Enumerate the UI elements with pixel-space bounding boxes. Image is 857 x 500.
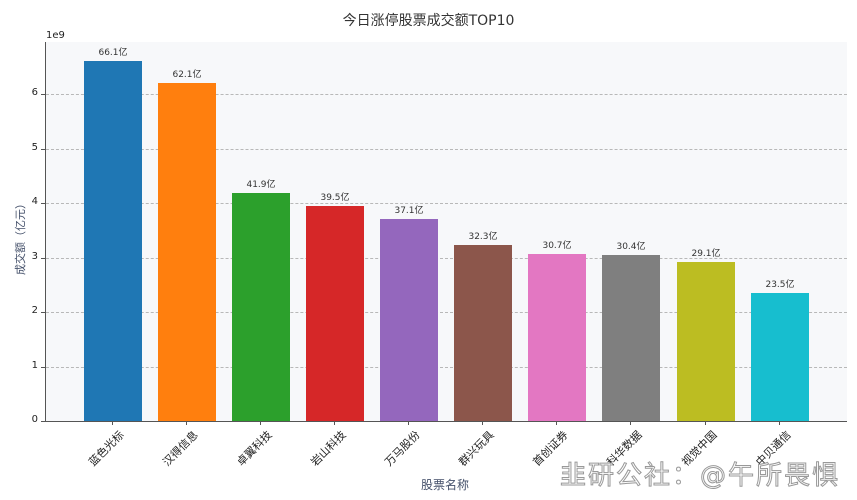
bar-value-label: 66.1亿 [98, 47, 128, 58]
bar-value-label: 37.1亿 [394, 205, 424, 216]
bar-value-label: 30.7亿 [542, 240, 572, 251]
bar-6[interactable] [454, 244, 512, 421]
bar-8[interactable] [602, 255, 660, 421]
x-tick-label: 蓝色光标 [86, 428, 127, 469]
gridline [46, 94, 847, 95]
plot-area: 0 1 2 3 4 5 6 66.1亿 62.1亿 41.9亿 39.5亿 37.1亿 32.3亿 30.… [32, 42, 847, 425]
bar-7[interactable] [528, 253, 586, 421]
gridline [46, 366, 847, 368]
bar-value-label: 29.1亿 [691, 249, 721, 260]
x-tick-label: 群兴玩具 [456, 428, 497, 469]
y-tick-mark [41, 312, 46, 313]
gridline [46, 257, 847, 259]
y-tick-mark [41, 366, 46, 368]
x-tick-mark [556, 421, 557, 425]
bar-3[interactable] [232, 192, 290, 421]
watermark: 韭研公社：@午所畏惧 [559, 461, 841, 492]
x-tick-mark [408, 421, 409, 425]
x-tick-mark [186, 421, 187, 425]
bar-value-label: 32.3亿 [468, 231, 498, 242]
x-tick-mark [779, 421, 780, 425]
x-tick-mark [112, 421, 113, 425]
y-axis-title: 成交额（亿元） [14, 198, 27, 275]
y-tick-label: 6 [31, 87, 38, 98]
x-tick-label: 岩山科技 [308, 428, 349, 469]
bar-5[interactable] [380, 218, 438, 421]
y-tick-mark [41, 148, 46, 150]
y-offset-label: 1e9 [46, 30, 65, 41]
y-tick-label: 4 [31, 196, 38, 207]
x-tick-mark [260, 421, 261, 425]
y-tick-label: 3 [31, 250, 38, 262]
bar-value-label: 30.4亿 [616, 242, 646, 253]
bar-value-label: 39.5亿 [320, 192, 350, 203]
bar-value-label: 23.5亿 [765, 279, 795, 290]
bar-value-label: 62.1亿 [172, 69, 202, 80]
y-tick-mark [41, 94, 46, 95]
y-tick-label: 2 [31, 305, 38, 316]
bar-10[interactable] [751, 292, 809, 421]
x-tick-mark [334, 421, 335, 425]
gridline [46, 203, 847, 204]
x-tick-mark [630, 421, 631, 425]
gridline [46, 312, 847, 313]
y-tick-label: 5 [31, 141, 38, 153]
x-tick-mark [705, 421, 706, 425]
bar-2[interactable] [158, 82, 216, 421]
y-tick-mark [41, 203, 46, 204]
y-tick-mark [41, 421, 46, 422]
bar-value-label: 41.9亿 [246, 179, 276, 190]
y-tick-label: 0 [31, 414, 38, 425]
y-tick-label: 1 [31, 359, 38, 371]
x-tick-mark [482, 421, 483, 425]
x-tick-label: 汉得信息 [160, 428, 201, 469]
x-tick-label: 卓翼科技 [234, 428, 275, 469]
bar-1[interactable] [84, 60, 142, 421]
x-tick-label: 万马股份 [382, 428, 423, 469]
y-tick-mark [41, 257, 46, 259]
chart-title: 今日涨停股票成交额TOP10 [342, 13, 515, 29]
gridline [46, 148, 847, 150]
x-axis-title: 股票名称 [420, 478, 469, 492]
bar-9[interactable] [677, 262, 735, 421]
bar-4[interactable] [306, 205, 364, 421]
